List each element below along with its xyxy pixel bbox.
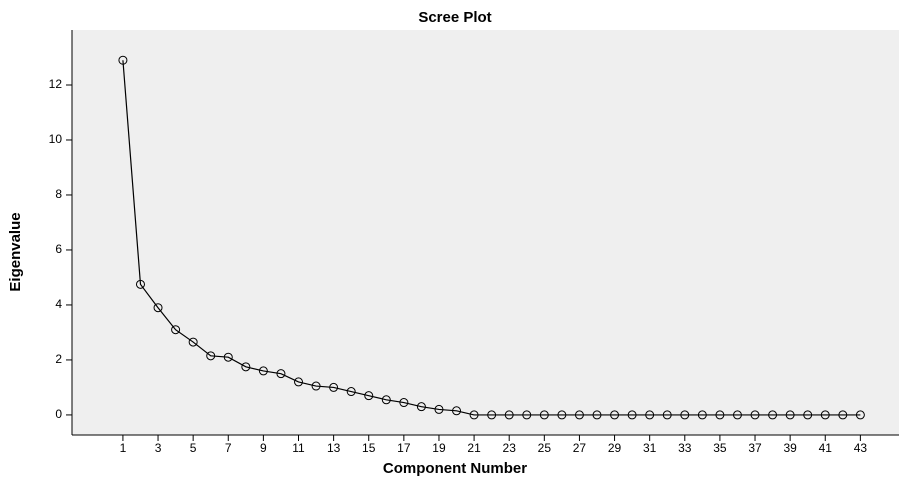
point (768, 410, 778, 420)
point (750, 410, 760, 420)
y-tick-label: 12 (49, 77, 63, 91)
point (820, 410, 830, 420)
point (364, 391, 374, 401)
x-axis-title: Component Number (383, 460, 527, 477)
x-tick-label: 43 (854, 441, 868, 455)
x-tick-label: 13 (327, 441, 341, 455)
point (329, 382, 339, 392)
point (487, 410, 497, 420)
point (258, 366, 268, 376)
x-tick-label: 35 (713, 441, 727, 455)
point (399, 398, 409, 408)
point (645, 410, 655, 420)
x-tick-label: 29 (608, 441, 622, 455)
x-tick-label: 19 (432, 441, 446, 455)
x-tick-label: 33 (678, 441, 692, 455)
point (557, 410, 567, 420)
x-tick-label: 21 (467, 441, 481, 455)
point (662, 410, 672, 420)
point (803, 410, 813, 420)
point (346, 387, 356, 397)
point (732, 410, 742, 420)
x-tick-label: 23 (503, 441, 517, 455)
x-tick-label: 1 (120, 441, 127, 455)
x-tick-label: 15 (362, 441, 376, 455)
point (223, 352, 233, 362)
y-tick-label: 10 (49, 132, 63, 146)
x-tick-label: 31 (643, 441, 657, 455)
point (680, 410, 690, 420)
point (206, 351, 216, 361)
x-tick-label: 3 (155, 441, 162, 455)
point (241, 362, 251, 372)
y-tick-label: 8 (55, 187, 62, 201)
x-tick-label: 27 (573, 441, 587, 455)
y-tick-label: 2 (55, 352, 62, 366)
point (592, 410, 602, 420)
x-tick-label: 41 (819, 441, 833, 455)
series-line (122, 60, 861, 416)
point (311, 381, 321, 391)
x-tick-label: 7 (225, 441, 232, 455)
x-tick-label: 37 (748, 441, 762, 455)
point (416, 402, 426, 412)
point (838, 410, 848, 420)
x-tick-label: 11 (292, 441, 305, 455)
x-tick-label: 25 (538, 441, 552, 455)
point (171, 325, 181, 335)
point (574, 410, 584, 420)
point (469, 410, 479, 420)
point (188, 337, 198, 347)
point (434, 404, 444, 414)
point (697, 410, 707, 420)
chart-title: Scree Plot (418, 9, 491, 26)
point (153, 303, 163, 313)
x-tick-label: 17 (397, 441, 411, 455)
point (627, 410, 637, 420)
point (118, 55, 128, 65)
point (785, 410, 795, 420)
y-tick-label: 0 (55, 407, 62, 421)
plot-area (72, 30, 899, 435)
point (135, 279, 145, 289)
y-axis-title: Eigenvalue (7, 212, 24, 291)
x-tick-label: 39 (783, 441, 797, 455)
point (381, 395, 391, 405)
point (855, 410, 865, 420)
x-tick-label: 5 (190, 441, 197, 455)
point (715, 410, 725, 420)
y-tick-label: 4 (55, 297, 62, 311)
point (539, 410, 549, 420)
point (276, 369, 286, 379)
point (522, 410, 532, 420)
point (294, 377, 304, 387)
point (610, 410, 620, 420)
point (504, 410, 514, 420)
x-tick-label: 9 (260, 441, 267, 455)
point (452, 406, 462, 416)
y-tick-label: 6 (55, 242, 62, 256)
